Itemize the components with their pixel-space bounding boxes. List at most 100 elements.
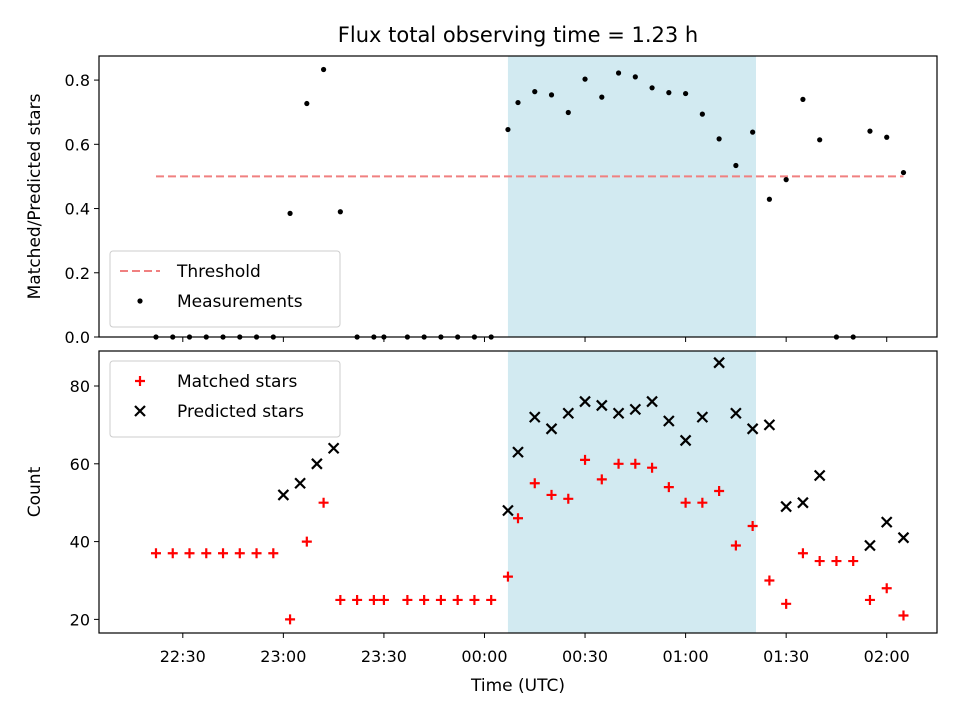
matched-stars-point xyxy=(318,497,329,508)
matched-stars-point xyxy=(881,583,892,594)
x-tick-label: 00:00 xyxy=(461,647,507,666)
count-panel: 20 40 60 80 22:30 23:00 23:30 00:00 00:30 01:00 01… xyxy=(25,350,938,666)
legend-swatch-measurements xyxy=(137,298,143,304)
matched-stars-point xyxy=(368,594,379,605)
predicted-stars-point xyxy=(663,415,675,427)
measurements-point xyxy=(320,66,327,73)
measurements-point xyxy=(615,70,622,76)
matched-stars-point xyxy=(563,493,574,504)
y-tick-label: 0.6 xyxy=(65,135,90,154)
predicted-stars-point xyxy=(813,469,826,482)
matched-stars-point xyxy=(680,497,691,508)
legend-label-threshold: Threshold xyxy=(176,262,261,282)
matched-stars-point xyxy=(184,548,195,559)
predicted-stars-point xyxy=(545,423,558,435)
x-tick-label: 22:30 xyxy=(160,647,206,666)
matched-stars-point xyxy=(714,486,725,497)
y-axis-label: Matched/Predicted stars xyxy=(25,93,45,299)
matched-stars-point xyxy=(335,594,346,605)
predicted-stars-point xyxy=(579,395,591,408)
predicted-stars-point xyxy=(528,411,541,423)
matched-stars-point xyxy=(301,536,312,547)
matched-stars-point xyxy=(814,556,825,567)
measurements-point xyxy=(817,137,823,143)
measurements-point xyxy=(565,109,571,116)
matched-stars-point xyxy=(848,556,859,567)
matched-stars-point xyxy=(352,594,363,605)
x-tick-label: 01:00 xyxy=(663,647,709,666)
measurements-point xyxy=(900,169,907,176)
measurements-point xyxy=(699,111,705,117)
y-tick-label: 20 xyxy=(70,610,90,629)
matched-stars-point xyxy=(529,478,540,489)
x-tick-label: 00:30 xyxy=(562,647,608,666)
matched-stars-point xyxy=(513,513,523,524)
observing-window-span xyxy=(507,56,756,337)
measurements-point xyxy=(733,162,739,169)
measurements-point xyxy=(505,126,511,133)
matched-stars-point xyxy=(647,462,658,473)
matched-stars-point xyxy=(218,548,229,559)
legend-box xyxy=(109,360,341,438)
predicted-stars-point xyxy=(746,423,759,435)
predicted-stars-point xyxy=(294,477,306,490)
predicted-stars-point xyxy=(730,407,742,420)
measurements-point xyxy=(287,210,293,216)
x-tick-label: 23:30 xyxy=(361,647,407,666)
matched-stars-point xyxy=(150,548,161,559)
measurements-point xyxy=(750,129,756,135)
matched-stars-point xyxy=(268,548,279,559)
matched-stars-point xyxy=(419,594,430,605)
measurements-point xyxy=(649,85,655,91)
measurements-point xyxy=(548,92,555,98)
y-tick-label: 0.4 xyxy=(65,200,90,219)
matched-stars-point xyxy=(864,594,875,605)
matched-stars-point xyxy=(402,594,413,605)
predicted-stars-point xyxy=(596,399,608,412)
matched-stars-point xyxy=(797,548,808,559)
predicted-stars-point xyxy=(311,458,323,470)
matched-stars-point xyxy=(730,540,741,551)
matched-stars-point xyxy=(285,614,296,625)
predicted-stars-point xyxy=(277,489,290,501)
predicted-stars-point xyxy=(880,516,893,528)
measurements-point xyxy=(867,128,873,134)
matched-stars-point xyxy=(469,594,480,605)
predicted-stars-point xyxy=(502,504,514,517)
matched-stars-point xyxy=(234,548,245,559)
legend-label-measurements: Measurements xyxy=(177,292,303,312)
measurements-point xyxy=(337,209,343,215)
measurements-point xyxy=(783,177,789,183)
legend-swatch-predicted-stars xyxy=(134,405,146,417)
matched-stars-point xyxy=(630,458,641,469)
matched-stars-point xyxy=(378,594,389,605)
predicted-stars-point xyxy=(696,411,709,423)
x-tick-label: 23:00 xyxy=(260,647,306,666)
legend-label-matched-stars: Matched stars xyxy=(177,372,297,392)
y-tick-label: 0.2 xyxy=(65,264,90,283)
matched-stars-point xyxy=(781,598,792,609)
measurements-point xyxy=(884,134,890,140)
predicted-stars-point xyxy=(797,496,809,509)
y-axis-label: Count xyxy=(25,466,45,517)
legend: Matched stars Predicted stars xyxy=(109,360,341,438)
matched-stars-point xyxy=(747,521,758,532)
matched-stars-point xyxy=(251,548,262,559)
x-tick-label: 02:00 xyxy=(864,647,910,666)
matched-stars-point xyxy=(486,594,497,605)
matched-stars-point xyxy=(546,489,557,500)
predicted-stars-point xyxy=(763,419,776,431)
matched-stars-point xyxy=(580,454,591,465)
measurements-point xyxy=(582,76,588,82)
y-tick-label: 40 xyxy=(70,533,90,552)
x-tick-label: 01:30 xyxy=(763,647,809,666)
axes-frame xyxy=(98,350,938,634)
measurements-point xyxy=(800,96,806,102)
measurements-point xyxy=(666,90,672,96)
matched-stars-point xyxy=(663,482,674,493)
measurements-point xyxy=(532,89,538,95)
y-tick-label: 0.0 xyxy=(65,328,90,347)
chart-title: Flux total observing time = 1.23 h xyxy=(338,23,698,47)
